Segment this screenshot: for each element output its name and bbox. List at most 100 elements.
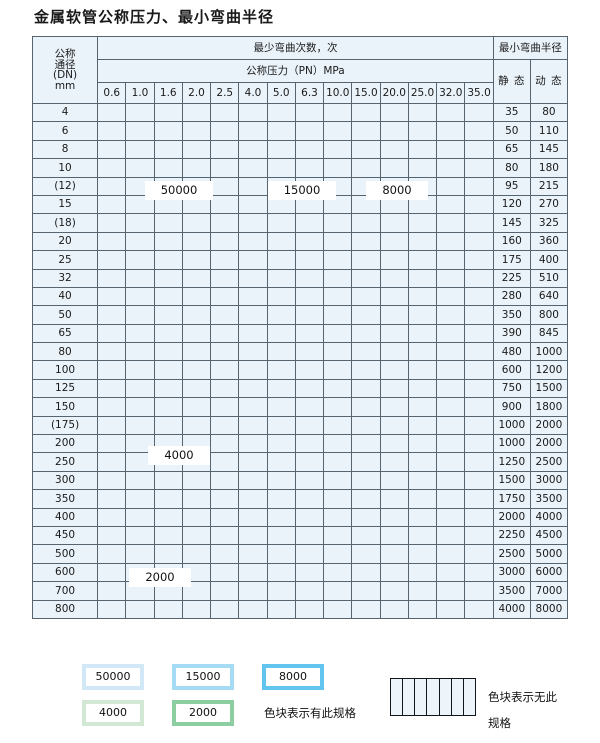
cell-350-10.0 (323, 489, 353, 509)
cell-(18)-5.0 (266, 213, 296, 233)
cell-4-25.0 (407, 102, 438, 123)
table-row: 6 50 110 (31, 121, 569, 141)
cell-(18)-1.0 (125, 213, 155, 233)
cell-40-10.0 (323, 286, 353, 307)
cell-150-2.0 (181, 397, 212, 417)
cell-100-5.0 (266, 360, 296, 380)
cell-8-10.0 (323, 139, 353, 160)
page-title: 金属软管公称压力、最小弯曲半径 (34, 8, 275, 26)
legend-has-spec-text: 色块表示有此规格 (264, 706, 356, 720)
cell-50-2.5 (210, 305, 240, 325)
cell-8-20.0 (379, 139, 409, 160)
legend-chip-8000: 8000 (262, 664, 324, 690)
cell-(18)-2.0 (181, 213, 212, 233)
header-static: 静 态 (492, 59, 531, 104)
cell-20-35.0 (464, 231, 494, 252)
cell-(18)-2.5 (210, 213, 240, 233)
cell-6-32.0 (436, 121, 466, 141)
row-dn-label: (18) (31, 213, 99, 233)
cell-125-1.6 (153, 378, 183, 399)
cell-4-5.0 (266, 102, 296, 123)
cell-25-2.5 (210, 250, 240, 270)
cell-(18)-15.0 (351, 213, 381, 233)
row-dn-label: 600 (31, 562, 99, 583)
cell-800-5.0 (266, 599, 296, 619)
row-static-radius: 1250 (492, 452, 531, 472)
row-dynamic-radius: 270 (529, 194, 569, 215)
cell-150-32.0 (436, 397, 466, 417)
table-row: 300 1500 3000 (31, 470, 569, 491)
cell-150-4.0 (238, 397, 268, 417)
cell-10-25.0 (407, 158, 438, 178)
legend-no-spec-cell (415, 679, 428, 715)
cell-(175)-1.0 (125, 415, 155, 436)
cell-32-10.0 (323, 268, 353, 288)
row-dn-label: 65 (31, 323, 99, 344)
cell-65-0.6 (97, 323, 127, 344)
cell-(175)-10.0 (323, 415, 353, 436)
legend-no-spec-cell (440, 679, 452, 715)
row-dynamic-radius: 2500 (529, 452, 569, 472)
cell-20-1.0 (125, 231, 155, 252)
cell-300-10.0 (323, 470, 353, 491)
cell-32-2.0 (181, 268, 212, 288)
cell-65-2.5 (210, 323, 240, 344)
cell-100-2.5 (210, 360, 240, 380)
cell-(175)-4.0 (238, 415, 268, 436)
cell-(175)-25.0 (407, 415, 438, 436)
cell-800-1.6 (153, 599, 183, 619)
cell-80-32.0 (436, 342, 466, 362)
cell-300-25.0 (407, 470, 438, 491)
cell-32-20.0 (379, 268, 409, 288)
legend-no-spec-cell (427, 679, 440, 715)
cell-20-20.0 (379, 231, 409, 252)
cell-450-20.0 (379, 525, 409, 546)
row-static-radius: 95 (492, 176, 531, 196)
cell-50-0.6 (97, 305, 127, 325)
cell-40-4.0 (238, 286, 268, 307)
cell-450-32.0 (436, 525, 466, 546)
cell-65-1.6 (153, 323, 183, 344)
cell-500-10.0 (323, 544, 353, 564)
cell-350-1.0 (125, 489, 155, 509)
cell-500-2.5 (210, 544, 240, 564)
row-dn-label: 125 (31, 378, 99, 399)
cell-10-20.0 (379, 158, 409, 178)
row-dynamic-radius: 360 (529, 231, 569, 252)
row-dn-label: 25 (31, 250, 99, 270)
cell-400-10.0 (323, 507, 353, 527)
legend-chip-50000: 50000 (82, 664, 144, 690)
cell-8-4.0 (238, 139, 268, 160)
cell-6-15.0 (351, 121, 381, 141)
cell-600-10.0 (323, 562, 353, 583)
cell-450-1.0 (125, 525, 155, 546)
cell-6-5.0 (266, 121, 296, 141)
legend-chip-label: 4000 (86, 704, 140, 722)
table-row: 8 65 145 (31, 139, 569, 160)
cell-800-20.0 (379, 599, 409, 619)
cell-80-15.0 (351, 342, 381, 362)
cell-400-1.0 (125, 507, 155, 527)
cell-200-15.0 (351, 434, 381, 454)
legend-no-spec-cell (391, 679, 404, 715)
cell-150-15.0 (351, 397, 381, 417)
cell-350-20.0 (379, 489, 409, 509)
table-row: 700 3500 7000 (31, 581, 569, 601)
cell-10-1.6 (153, 158, 183, 178)
table-body: 4 35 80 6 50 110 8 65 145 10 80 180 (12) 95 215 15 120 27… (31, 102, 569, 619)
cell-(175)-5.0 (266, 415, 296, 436)
row-dn-label: 300 (31, 470, 99, 491)
row-static-radius: 120 (492, 194, 531, 215)
cell-80-6.3 (294, 342, 325, 362)
cell-250-6.3 (294, 452, 325, 472)
cell-125-32.0 (436, 378, 466, 399)
row-dn-label: 350 (31, 489, 99, 509)
cell-350-6.3 (294, 489, 325, 509)
header-dn-line-0: 公称 (54, 48, 76, 60)
cell-700-5.0 (266, 581, 296, 601)
cell-800-2.0 (181, 599, 212, 619)
cell-500-15.0 (351, 544, 381, 564)
row-dynamic-radius: 5000 (529, 544, 569, 564)
cell-4-2.0 (181, 102, 212, 123)
cell-20-32.0 (436, 231, 466, 252)
